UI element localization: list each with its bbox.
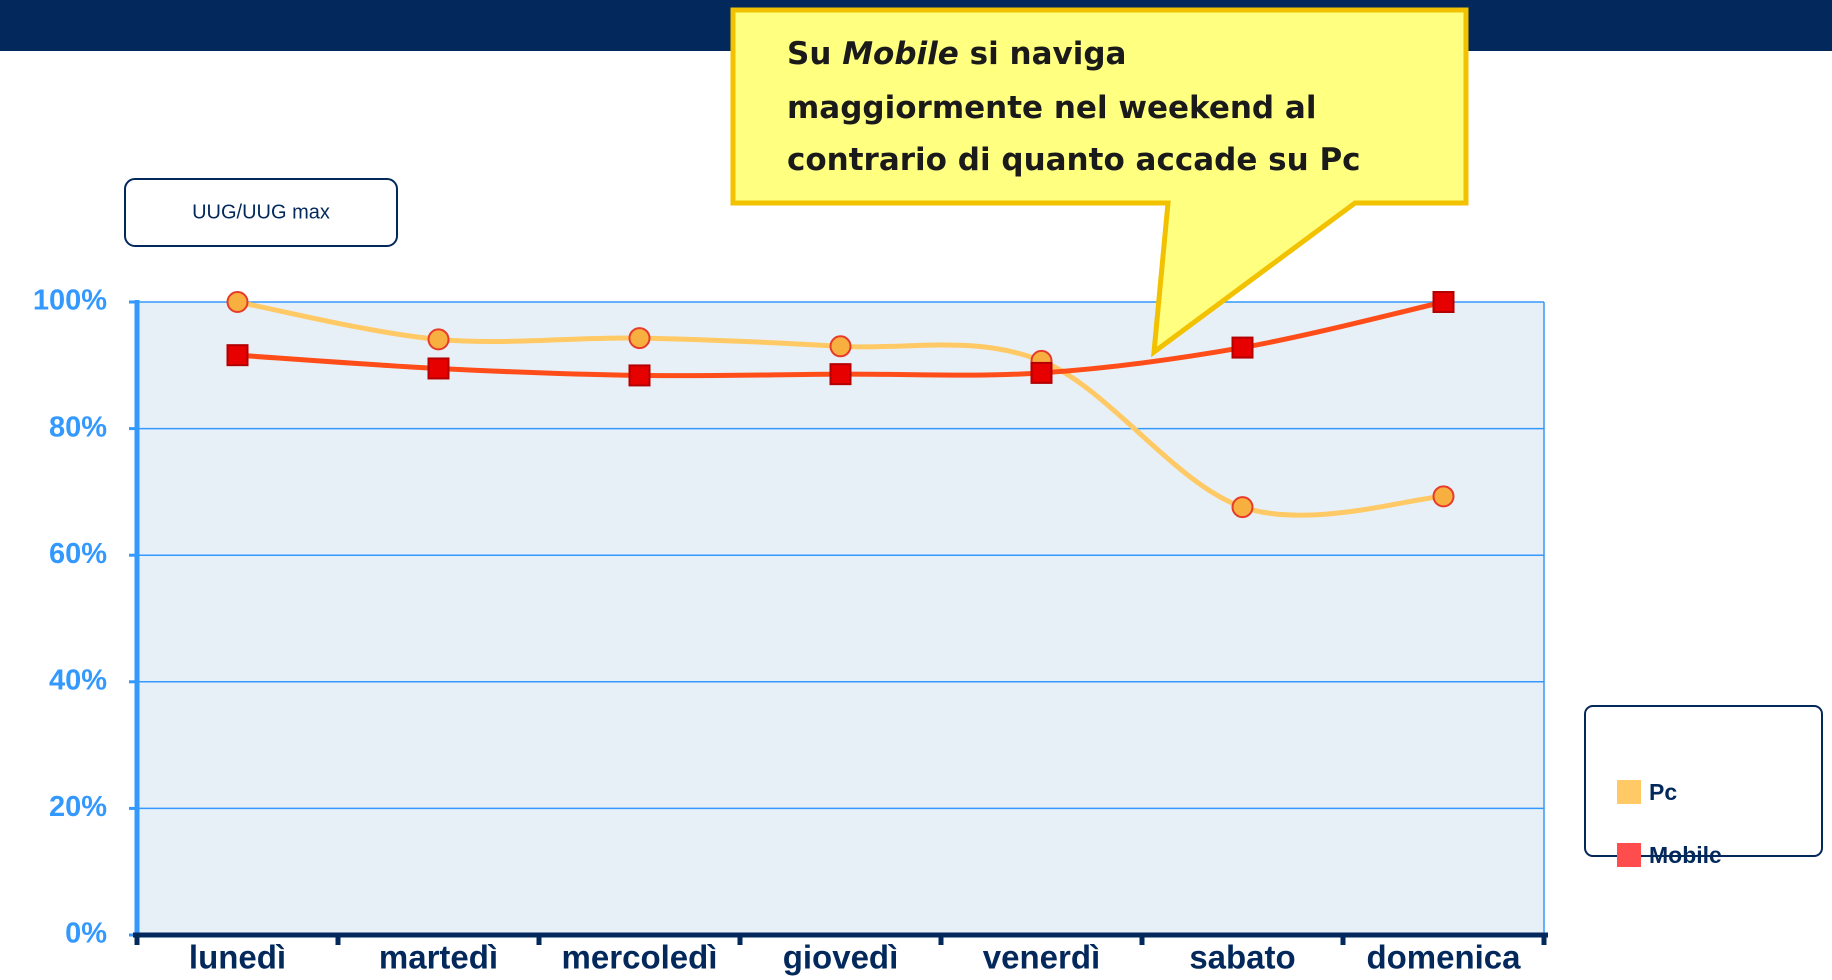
y-tick-label: 60%	[49, 538, 107, 570]
callout: Su Mobile si naviga maggiormente nel wee…	[730, 7, 1469, 358]
callout-text: Su	[787, 36, 831, 72]
x-tick-label: mercoledì	[562, 939, 718, 976]
y-tick-label: 80%	[49, 411, 107, 443]
marker	[226, 344, 249, 367]
legend-swatch	[1617, 843, 1641, 867]
marker	[427, 328, 450, 351]
x-tick-label: martedì	[379, 939, 498, 976]
axis-label-box	[124, 178, 398, 247]
marker	[226, 291, 249, 313]
marker	[1432, 485, 1455, 508]
legend-label: Pc	[1649, 779, 1677, 805]
legend-box	[1584, 705, 1823, 857]
marker	[1432, 291, 1455, 313]
marker	[427, 357, 450, 380]
marker	[1030, 361, 1053, 384]
callout-text: si naviga	[970, 36, 1127, 72]
marker	[829, 363, 852, 386]
x-tick-label: giovedì	[783, 939, 899, 976]
y-tick-label: 40%	[49, 664, 107, 696]
legend-label: Mobile	[1649, 842, 1722, 868]
y-tick-label: 100%	[33, 285, 107, 317]
callout-line: maggiormente nel weekend al	[787, 90, 1316, 126]
y-tick-label: 0%	[65, 918, 107, 950]
legend-swatch	[1617, 780, 1641, 804]
x-tick-label: lunedì	[189, 939, 286, 976]
y-tick-label: 20%	[49, 791, 107, 823]
x-tick-label: domenica	[1366, 939, 1521, 976]
plot-background	[137, 302, 1544, 935]
marker	[1231, 336, 1254, 359]
callout-text: Mobile	[842, 36, 959, 72]
x-tick-label: venerdì	[983, 939, 1100, 976]
callout-shape	[730, 7, 1469, 358]
marker	[829, 335, 852, 358]
callout-line: Su Mobile si naviga	[787, 36, 1126, 72]
callout-line: contrario di quanto accade su Pc	[787, 142, 1361, 178]
marker	[628, 327, 651, 350]
axis-label: UUG/UUG max	[192, 201, 330, 223]
marker	[628, 364, 651, 387]
x-tick-label: sabato	[1189, 939, 1295, 976]
marker	[1231, 496, 1254, 519]
